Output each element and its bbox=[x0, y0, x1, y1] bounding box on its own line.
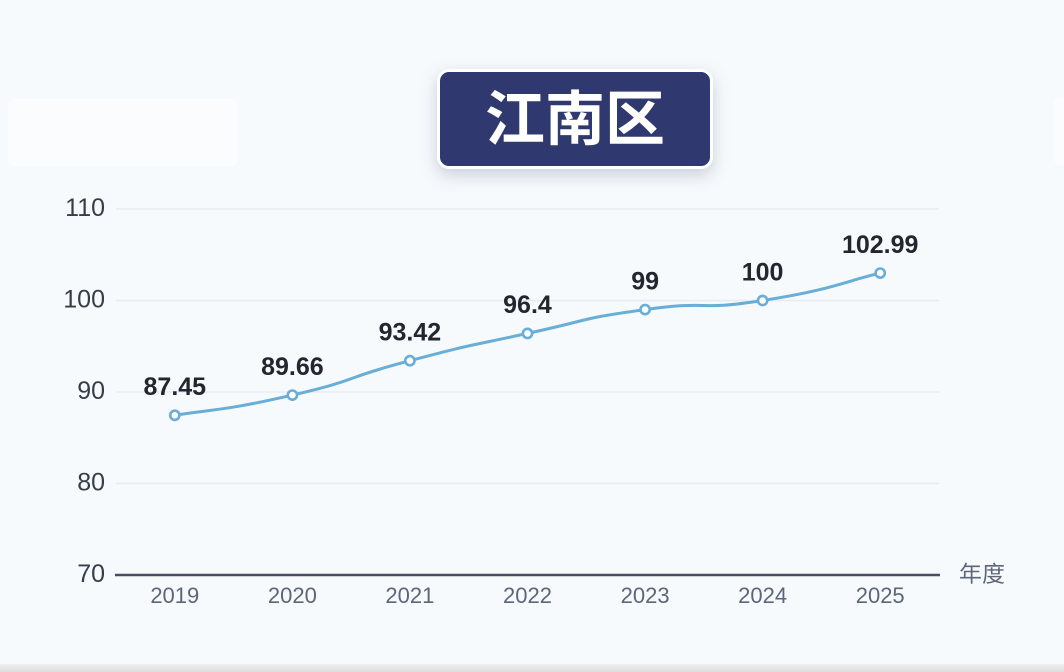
svg-text:2020: 2020 bbox=[268, 583, 317, 608]
svg-text:93.42: 93.42 bbox=[379, 319, 442, 347]
svg-text:89.66: 89.66 bbox=[261, 353, 324, 381]
svg-text:96.4: 96.4 bbox=[503, 291, 552, 319]
svg-text:2023: 2023 bbox=[621, 583, 670, 608]
svg-text:2025: 2025 bbox=[856, 583, 905, 608]
svg-text:80: 80 bbox=[77, 469, 105, 497]
svg-text:100: 100 bbox=[63, 286, 105, 314]
svg-text:2024: 2024 bbox=[738, 583, 787, 608]
svg-text:99: 99 bbox=[631, 268, 659, 296]
svg-text:87.45: 87.45 bbox=[144, 373, 207, 401]
svg-text:70: 70 bbox=[77, 560, 105, 588]
svg-text:90: 90 bbox=[77, 377, 105, 405]
svg-text:2022: 2022 bbox=[503, 583, 552, 608]
svg-text:2021: 2021 bbox=[385, 583, 434, 608]
svg-text:100: 100 bbox=[742, 259, 784, 287]
svg-text:2019: 2019 bbox=[150, 583, 199, 608]
svg-text:110: 110 bbox=[65, 194, 105, 222]
svg-text:102.99: 102.99 bbox=[842, 231, 918, 259]
